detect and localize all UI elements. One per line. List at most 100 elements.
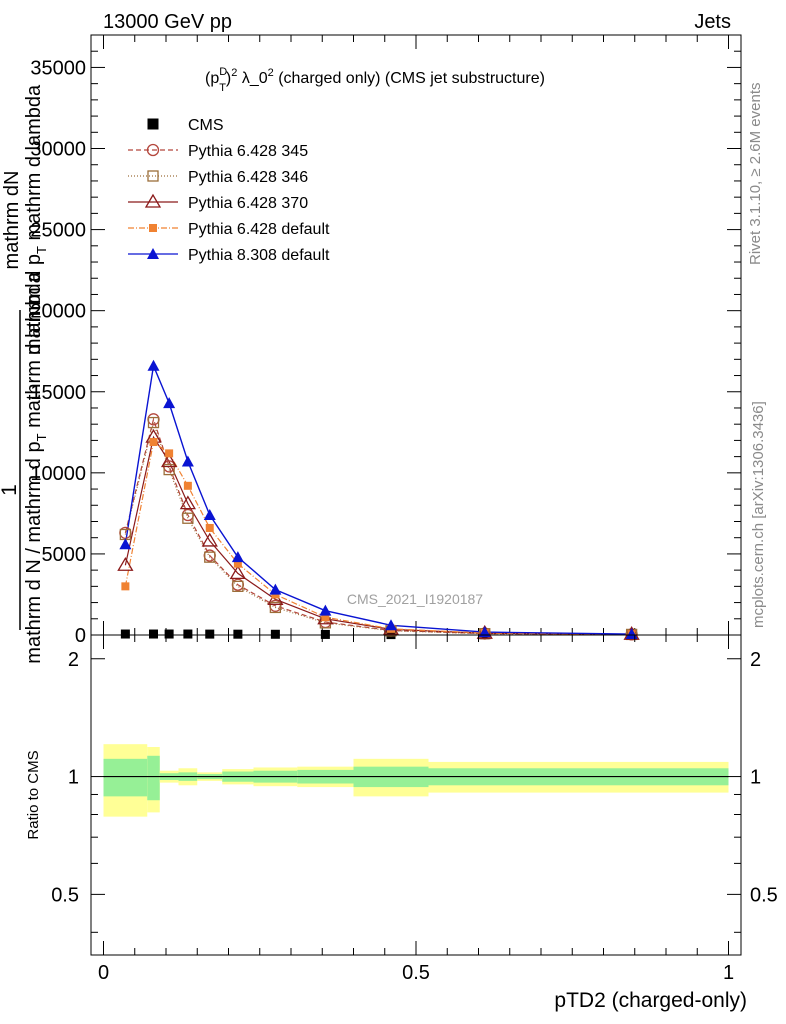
data-point-cms: [149, 629, 158, 639]
ratio-y-axis: 0.5 0.5 1 1 2 2: [51, 649, 778, 933]
data-point-p6def: [149, 438, 158, 447]
header-right-label: Jets: [694, 11, 731, 33]
data-point-p346: [232, 580, 244, 593]
data-point-p8def: [203, 509, 216, 520]
data-point-p346: [182, 512, 194, 524]
data-point-cms: [205, 629, 215, 639]
ylabel-den-sub: T: [34, 433, 49, 441]
data-point-p370: [117, 556, 134, 571]
ratio-y-label: Ratio to CMS: [25, 750, 42, 839]
ratio-ytick-label: 2: [68, 649, 79, 671]
data-point-p8def: [478, 626, 491, 638]
mcplots-label: mcplots.cern.ch [arXiv:1306.3436]: [750, 401, 767, 628]
ratio-ytick-label-right: 0.5: [750, 884, 778, 906]
data-point-p6def: [321, 613, 330, 622]
plot-title: (pD T)2 λ_02 (charged only) (CMS jet subs…: [205, 66, 545, 94]
data-point-cms: [183, 629, 193, 639]
header-left-label: 13000 GeV pp: [103, 11, 232, 33]
ratio-x-axis: 0 0.5 1: [98, 635, 734, 984]
legend-marker-cms: [147, 118, 159, 130]
data-point-p370: [201, 532, 218, 547]
xtick-label: 1: [723, 962, 734, 984]
ylabel-denominator: mathrm d N / mathrm d pT mathrm d lambda: [23, 271, 49, 663]
ylabel-num2-sub: T: [34, 246, 49, 254]
data-point-p370: [229, 565, 247, 580]
data-point-p8def: [385, 619, 397, 631]
data-point-p370: [160, 453, 178, 468]
analysis-watermark: CMS_2021_I1920187: [347, 591, 483, 607]
data-point-p6def: [183, 481, 192, 490]
data-point-cms: [233, 629, 243, 639]
ylabel-num2-main: mathrm d p: [23, 254, 45, 355]
x-axis-label: pTD2 (charged-only): [554, 989, 747, 1012]
series-line-p345: [124, 417, 632, 635]
main-ytick-label: 0: [75, 625, 86, 647]
ratio-panel: 0.5 0.51 12 2 0 0.5 1 Ratio to CMS pTD2 (char…: [25, 634, 778, 1012]
ratio-ytick-label: 1: [68, 767, 79, 789]
data-point-p8def: [147, 359, 160, 371]
title-base: (p: [205, 70, 219, 87]
data-point-cms: [120, 629, 130, 639]
main-ytick-label: 10000: [30, 463, 86, 485]
ratio-band-inner: [103, 758, 148, 797]
xtick-label: 0: [98, 962, 109, 984]
legend-marker-p346: [147, 170, 159, 182]
legend-marker-p370: [144, 193, 162, 208]
data-point-p6def: [121, 582, 130, 591]
main-ytick-label: 25000: [30, 220, 86, 242]
data-point-p8def: [319, 604, 332, 616]
title-sub-t: T: [219, 82, 226, 94]
ratio-ytick-label: 0.5: [51, 884, 79, 906]
ratio-ytick-label-right: 2: [750, 649, 761, 671]
data-point-p346: [204, 551, 216, 563]
data-point-cms: [164, 629, 174, 639]
data-point-p346: [147, 416, 160, 429]
data-point-p6def: [165, 449, 174, 458]
data-point-cms: [320, 629, 330, 639]
data-point-p6def: [205, 523, 214, 532]
title-tail: (charged only) (CMS jet substructure): [274, 70, 545, 87]
ylabel-num2-rest: mathrm d lambda: [23, 84, 45, 246]
title-lambda-square: 2: [268, 67, 274, 79]
rivet-label: Rivet 3.1.10, ≥ 2.6M events: [747, 83, 764, 266]
ylabel-one: 1: [0, 484, 21, 496]
legend-label-p346: Pythia 6.428 346: [188, 169, 308, 186]
ratio-ytick-label-right: 1: [750, 767, 761, 789]
data-point-p8def: [163, 397, 176, 409]
legend-label-p370: Pythia 6.428 370: [188, 195, 308, 212]
ratio-uncertainty-bands: [103, 744, 729, 817]
data-point-p346: [269, 601, 282, 614]
legend-label-p8def: Pythia 8.308 default: [188, 247, 330, 264]
legend-marker-p345: [146, 143, 160, 157]
data-point-p8def: [181, 455, 194, 467]
series-line-p6def: [124, 440, 632, 635]
main-ytick-label: 15000: [30, 382, 86, 404]
xtick-label: 0.5: [402, 962, 430, 984]
legend-label-p345: Pythia 6.428 345: [188, 143, 308, 160]
data-point-p8def: [231, 551, 244, 563]
ylabel-numerator-2: mathrm d pT mathrm d lambda: [23, 84, 49, 355]
ylabel-numerator: mathrm dN: [1, 171, 23, 270]
main-y-axis: 0 5000 10000 15000 20000 25000 30000 35000: [30, 34, 741, 647]
ylabel-den-rest: mathrm d lambda: [23, 271, 45, 433]
legend-marker-p8def: [147, 248, 159, 259]
title-square: 2: [231, 67, 237, 79]
data-point-p346: [163, 463, 175, 476]
legend-label-cms: CMS: [188, 117, 224, 134]
data-point-p6def: [233, 559, 242, 568]
legend-marker-p6def: [149, 224, 157, 232]
data-point-cms: [270, 629, 280, 639]
ylabel-den-main: mathrm d N / mathrm d p: [23, 441, 45, 663]
title-close: ): [226, 70, 231, 87]
data-point-p370: [179, 495, 197, 510]
title-sup-d: D: [219, 66, 227, 78]
main-ytick-label: 20000: [30, 301, 86, 323]
title-lambda: λ_0: [237, 70, 267, 87]
main-x-ticks: [103, 35, 729, 635]
main-ytick-label: 5000: [42, 544, 87, 566]
ratio-band-inner: [147, 755, 160, 801]
main-y-label: 1 mathrm d N / mathrm d pT mathrm d lamb…: [0, 84, 49, 664]
legend: CMS Pythia 6.428 345 Pythia 6.428 346 Pythi…: [128, 117, 330, 264]
